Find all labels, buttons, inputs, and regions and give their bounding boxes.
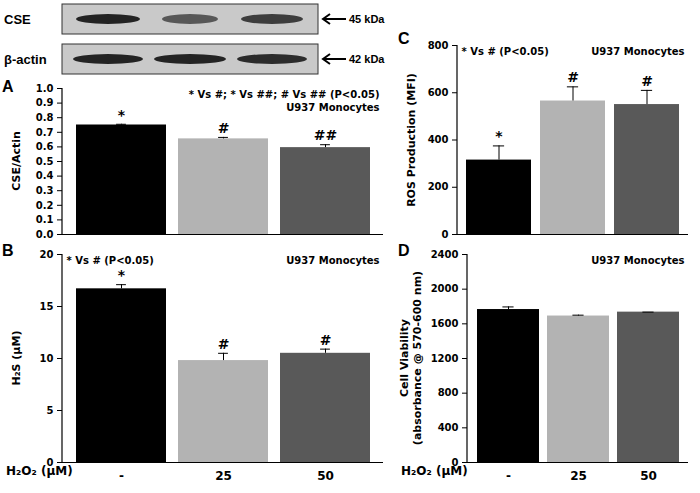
svg-text:0.2: 0.2 [36, 200, 54, 211]
svg-text:*: * [118, 267, 126, 283]
svg-text:0.8: 0.8 [36, 112, 54, 123]
svg-text:2000: 2000 [431, 283, 459, 294]
svg-text:0.6: 0.6 [36, 141, 54, 152]
svg-text:*: * [495, 128, 503, 144]
svg-text:* Vs #; * Vs ##; # Vs ## (P<0.: * Vs #; * Vs ##; # Vs ## (P<0.05) [189, 89, 380, 100]
svg-text:##: ## [314, 127, 337, 143]
svg-text:400: 400 [438, 422, 459, 433]
svg-text:-: - [506, 469, 511, 483]
svg-text:400: 400 [428, 134, 449, 145]
svg-text:600: 600 [428, 87, 449, 98]
svg-text:*: * [118, 107, 126, 123]
svg-text:#: # [567, 69, 579, 85]
svg-text:0: 0 [442, 229, 449, 240]
svg-text:10: 10 [40, 353, 54, 364]
svg-text:* Vs # (P<0.05): * Vs # (P<0.05) [462, 46, 549, 57]
svg-text:800: 800 [428, 40, 449, 51]
svg-text:#: # [320, 332, 332, 348]
svg-text:800: 800 [438, 387, 459, 398]
svg-text:0.4: 0.4 [36, 170, 54, 181]
svg-text:0.9: 0.9 [36, 97, 54, 108]
svg-text:0.5: 0.5 [36, 156, 54, 167]
svg-text:0.3: 0.3 [36, 185, 54, 196]
svg-text:15: 15 [40, 301, 54, 312]
svg-text:β-actin: β-actin [4, 52, 47, 67]
svg-text:-: - [119, 469, 124, 483]
svg-text:42 kDa: 42 kDa [349, 53, 385, 65]
svg-text:U937 Monocytes: U937 Monocytes [286, 102, 379, 113]
svg-text:25: 25 [215, 469, 232, 483]
svg-text:200: 200 [428, 181, 449, 192]
svg-text:1600: 1600 [431, 318, 459, 329]
svg-text:50: 50 [317, 469, 334, 483]
svg-text:5: 5 [47, 405, 54, 416]
svg-text:1.0: 1.0 [36, 83, 54, 94]
svg-text:#: # [218, 120, 230, 136]
svg-text:CSE: CSE [4, 12, 31, 27]
svg-text:U937 Monocytes: U937 Monocytes [591, 46, 684, 57]
svg-text:#: # [641, 73, 653, 89]
svg-text:U937 Monocytes: U937 Monocytes [591, 255, 684, 266]
svg-text:50: 50 [640, 469, 657, 483]
svg-text:0.0: 0.0 [36, 229, 54, 240]
svg-text:* Vs # (P<0.05): * Vs # (P<0.05) [67, 255, 154, 266]
svg-text:#: # [218, 336, 230, 352]
svg-text:0.1: 0.1 [36, 214, 54, 225]
svg-text:25: 25 [570, 469, 587, 483]
svg-text:45 kDa: 45 kDa [349, 13, 385, 25]
svg-text:0.7: 0.7 [36, 127, 54, 138]
svg-text:U937 Monocytes: U937 Monocytes [286, 255, 379, 266]
svg-text:20: 20 [40, 249, 54, 260]
svg-text:1200: 1200 [431, 353, 459, 364]
svg-text:2400: 2400 [431, 249, 459, 260]
